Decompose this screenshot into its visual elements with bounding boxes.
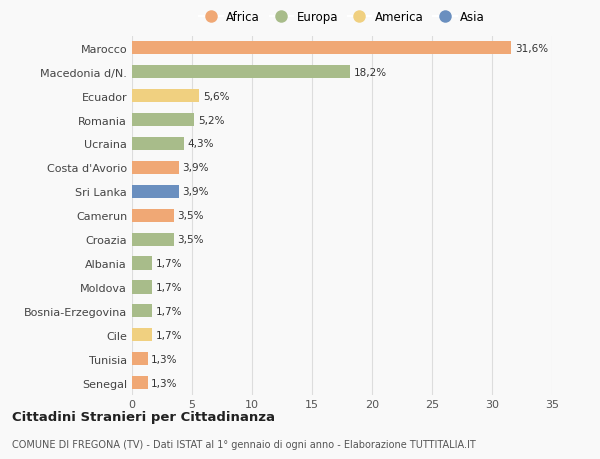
Text: 1,7%: 1,7% bbox=[156, 306, 182, 316]
Bar bbox=[132, 138, 184, 151]
Bar bbox=[132, 162, 179, 174]
Bar bbox=[132, 376, 148, 389]
Bar bbox=[132, 66, 350, 79]
Bar bbox=[132, 90, 199, 103]
Bar bbox=[132, 281, 152, 294]
Bar bbox=[132, 42, 511, 55]
Bar bbox=[132, 233, 174, 246]
Text: 5,2%: 5,2% bbox=[198, 115, 224, 125]
Text: 3,9%: 3,9% bbox=[182, 187, 209, 197]
Text: 5,6%: 5,6% bbox=[203, 91, 229, 101]
Text: Cittadini Stranieri per Cittadinanza: Cittadini Stranieri per Cittadinanza bbox=[12, 410, 275, 423]
Text: 1,7%: 1,7% bbox=[156, 282, 182, 292]
Bar bbox=[132, 185, 179, 198]
Text: COMUNE DI FREGONA (TV) - Dati ISTAT al 1° gennaio di ogni anno - Elaborazione TU: COMUNE DI FREGONA (TV) - Dati ISTAT al 1… bbox=[12, 440, 476, 449]
Text: 31,6%: 31,6% bbox=[515, 44, 548, 54]
Text: 3,5%: 3,5% bbox=[178, 235, 204, 245]
Text: 1,7%: 1,7% bbox=[156, 330, 182, 340]
Bar bbox=[132, 305, 152, 318]
Text: 18,2%: 18,2% bbox=[354, 67, 387, 78]
Text: 1,3%: 1,3% bbox=[151, 354, 178, 364]
Bar bbox=[132, 209, 174, 222]
Bar bbox=[132, 329, 152, 341]
Text: 1,3%: 1,3% bbox=[151, 378, 178, 388]
Text: 3,9%: 3,9% bbox=[182, 163, 209, 173]
Text: 4,3%: 4,3% bbox=[187, 139, 214, 149]
Bar bbox=[132, 257, 152, 270]
Legend: Africa, Europa, America, Asia: Africa, Europa, America, Asia bbox=[196, 7, 488, 27]
Bar bbox=[132, 353, 148, 365]
Bar bbox=[132, 114, 194, 127]
Text: 3,5%: 3,5% bbox=[178, 211, 204, 221]
Text: 1,7%: 1,7% bbox=[156, 258, 182, 269]
